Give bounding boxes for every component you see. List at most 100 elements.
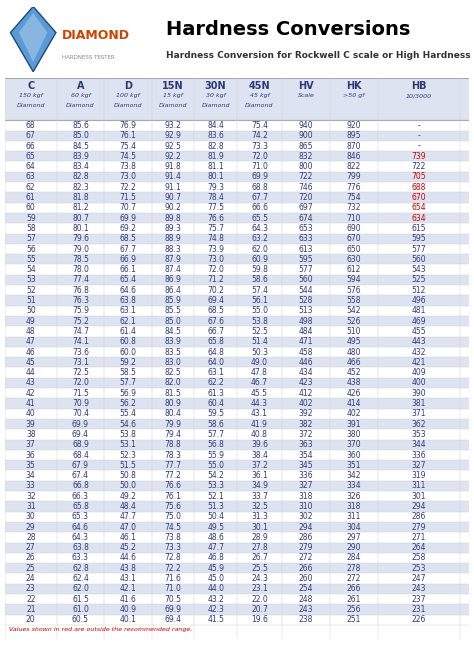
- Text: 82.8: 82.8: [72, 172, 89, 181]
- Text: 50.3: 50.3: [251, 348, 268, 357]
- Text: 412: 412: [299, 389, 313, 398]
- Text: 34: 34: [26, 471, 36, 480]
- Bar: [5, 419, 469, 429]
- Text: 41.9: 41.9: [251, 420, 268, 428]
- Text: 56.9: 56.9: [119, 389, 137, 398]
- Text: 326: 326: [346, 492, 361, 501]
- Text: 294: 294: [411, 502, 426, 511]
- Text: 248: 248: [299, 595, 313, 604]
- Text: 471: 471: [299, 337, 313, 346]
- Text: 59.8: 59.8: [251, 265, 268, 274]
- Text: 832: 832: [299, 152, 313, 161]
- Text: 345: 345: [299, 461, 313, 470]
- Text: 62.4: 62.4: [72, 574, 89, 583]
- Text: 29: 29: [26, 523, 36, 531]
- Text: 353: 353: [411, 430, 426, 439]
- Text: 24.3: 24.3: [251, 574, 268, 583]
- Text: 266: 266: [346, 584, 361, 593]
- Text: 82.5: 82.5: [164, 368, 181, 377]
- Text: 66.7: 66.7: [207, 327, 224, 336]
- Text: 28.9: 28.9: [251, 533, 268, 542]
- Text: 279: 279: [411, 523, 426, 531]
- Text: 542: 542: [346, 306, 361, 316]
- Text: 88.9: 88.9: [164, 234, 181, 243]
- Text: 46.1: 46.1: [119, 533, 137, 542]
- Text: 279: 279: [299, 543, 313, 552]
- Text: 91.1: 91.1: [164, 183, 181, 192]
- Text: 65: 65: [26, 152, 36, 161]
- Text: 46: 46: [26, 348, 36, 357]
- Text: 40: 40: [26, 409, 36, 419]
- Text: Diamond: Diamond: [114, 104, 142, 108]
- Text: 62.1: 62.1: [119, 317, 136, 325]
- Text: 68.5: 68.5: [207, 306, 224, 316]
- Text: 72.2: 72.2: [164, 564, 181, 573]
- Polygon shape: [10, 7, 56, 72]
- Text: 243: 243: [411, 584, 426, 593]
- Text: 80.4: 80.4: [164, 409, 182, 419]
- Text: 76.9: 76.9: [119, 121, 137, 130]
- Text: HARDNESS TESTER: HARDNESS TESTER: [62, 55, 114, 61]
- Text: 70.5: 70.5: [164, 595, 182, 604]
- Text: 290: 290: [346, 543, 361, 552]
- Text: 544: 544: [299, 286, 313, 295]
- Text: 272: 272: [299, 554, 313, 563]
- Text: 895: 895: [346, 131, 361, 140]
- Text: 27.8: 27.8: [251, 543, 268, 552]
- Text: 64.3: 64.3: [251, 224, 268, 233]
- Text: 72.0: 72.0: [72, 378, 89, 387]
- Text: 77.4: 77.4: [72, 275, 89, 284]
- Text: 72.8: 72.8: [164, 554, 181, 563]
- Text: 44.3: 44.3: [251, 399, 268, 408]
- Text: HB: HB: [411, 81, 427, 91]
- Text: 653: 653: [299, 224, 313, 233]
- Text: 776: 776: [346, 183, 361, 192]
- Text: 56: 56: [26, 244, 36, 254]
- Text: 271: 271: [412, 533, 426, 542]
- Text: 66.9: 66.9: [119, 255, 137, 264]
- Text: 870: 870: [346, 141, 361, 151]
- Text: 35: 35: [26, 461, 36, 470]
- Text: 82.0: 82.0: [164, 378, 181, 387]
- Text: 402: 402: [346, 409, 361, 419]
- Text: -: -: [418, 121, 420, 130]
- Text: 52: 52: [26, 286, 36, 295]
- Text: 284: 284: [346, 554, 361, 563]
- Text: 469: 469: [411, 317, 426, 325]
- Text: 238: 238: [299, 615, 313, 625]
- Text: 49.0: 49.0: [251, 358, 268, 367]
- Text: 266: 266: [299, 564, 313, 573]
- Text: HV: HV: [298, 81, 314, 91]
- Text: 261: 261: [346, 595, 361, 604]
- Text: 75.2: 75.2: [72, 317, 89, 325]
- Text: 53.8: 53.8: [119, 430, 137, 439]
- Text: 68: 68: [26, 121, 36, 130]
- Text: 79.0: 79.0: [72, 244, 89, 254]
- Text: 69.4: 69.4: [72, 430, 89, 439]
- Text: 526: 526: [346, 317, 361, 325]
- Text: 25.5: 25.5: [251, 564, 268, 573]
- Polygon shape: [19, 13, 47, 62]
- Text: 85.6: 85.6: [72, 121, 89, 130]
- Text: 77.5: 77.5: [207, 203, 224, 213]
- Text: 78.5: 78.5: [72, 255, 89, 264]
- Text: 63.1: 63.1: [119, 306, 137, 316]
- Text: 71.6: 71.6: [164, 574, 182, 583]
- Text: 72.5: 72.5: [72, 368, 89, 377]
- Bar: [5, 192, 469, 203]
- Text: 84.5: 84.5: [164, 327, 182, 336]
- Text: 73.0: 73.0: [119, 172, 137, 181]
- Bar: [5, 439, 469, 450]
- Text: 43: 43: [26, 378, 36, 387]
- Text: 21: 21: [26, 605, 36, 614]
- Text: 61.0: 61.0: [72, 605, 89, 614]
- Bar: [5, 481, 469, 491]
- Text: 81.9: 81.9: [207, 152, 224, 161]
- Text: 28: 28: [26, 533, 36, 542]
- Text: 71.2: 71.2: [207, 275, 224, 284]
- Text: A: A: [77, 81, 84, 91]
- Text: 53.1: 53.1: [119, 440, 137, 449]
- Text: 48.4: 48.4: [119, 502, 137, 511]
- Text: 754: 754: [346, 193, 361, 202]
- Text: 75.0: 75.0: [164, 512, 182, 522]
